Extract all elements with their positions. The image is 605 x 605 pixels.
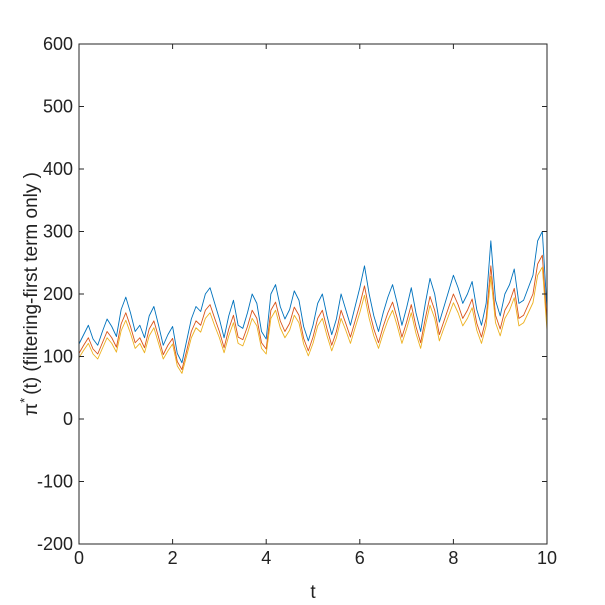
labels-layer: 0 2 4 6 8 10 -200 -100 0 100 200 300 400 500 600 — [37, 34, 557, 568]
series-layer — [78, 231, 548, 374]
x-tick-label-1: 2 — [168, 548, 178, 568]
y-axis-label: π* (t) (filtering-first term only ) — [17, 172, 42, 416]
x-axis-label: t — [310, 582, 316, 603]
x-tick-label-5: 10 — [537, 548, 557, 568]
plot-area — [79, 44, 547, 544]
x-tick-label-2: 4 — [261, 548, 271, 568]
ticks-layer — [78, 43, 548, 545]
y-tick-label-3: 100 — [43, 347, 73, 367]
y-axis-label-symbol: π — [21, 403, 42, 416]
series-line-1 — [78, 231, 548, 364]
y-tick-label-5: 300 — [43, 222, 73, 242]
y-tick-label-2: 0 — [63, 409, 73, 429]
y-tick-label-0: -200 — [37, 534, 73, 554]
x-tick-label-4: 8 — [448, 548, 458, 568]
y-tick-label-4: 200 — [43, 284, 73, 304]
y-axis-label-superscript: * — [17, 398, 32, 403]
y-tick-label-6: 400 — [43, 159, 73, 179]
x-tick-label-3: 6 — [355, 548, 365, 568]
x-tick-label-0: 0 — [74, 548, 84, 568]
series-line-2 — [78, 254, 548, 371]
y-axis-label-text: (t) (filtering-first term only ) — [21, 172, 42, 395]
y-tick-label-1: -100 — [37, 472, 73, 492]
series-line-3 — [78, 266, 548, 374]
y-tick-label-7: 500 — [43, 97, 73, 117]
y-tick-label-8: 600 — [43, 34, 73, 54]
